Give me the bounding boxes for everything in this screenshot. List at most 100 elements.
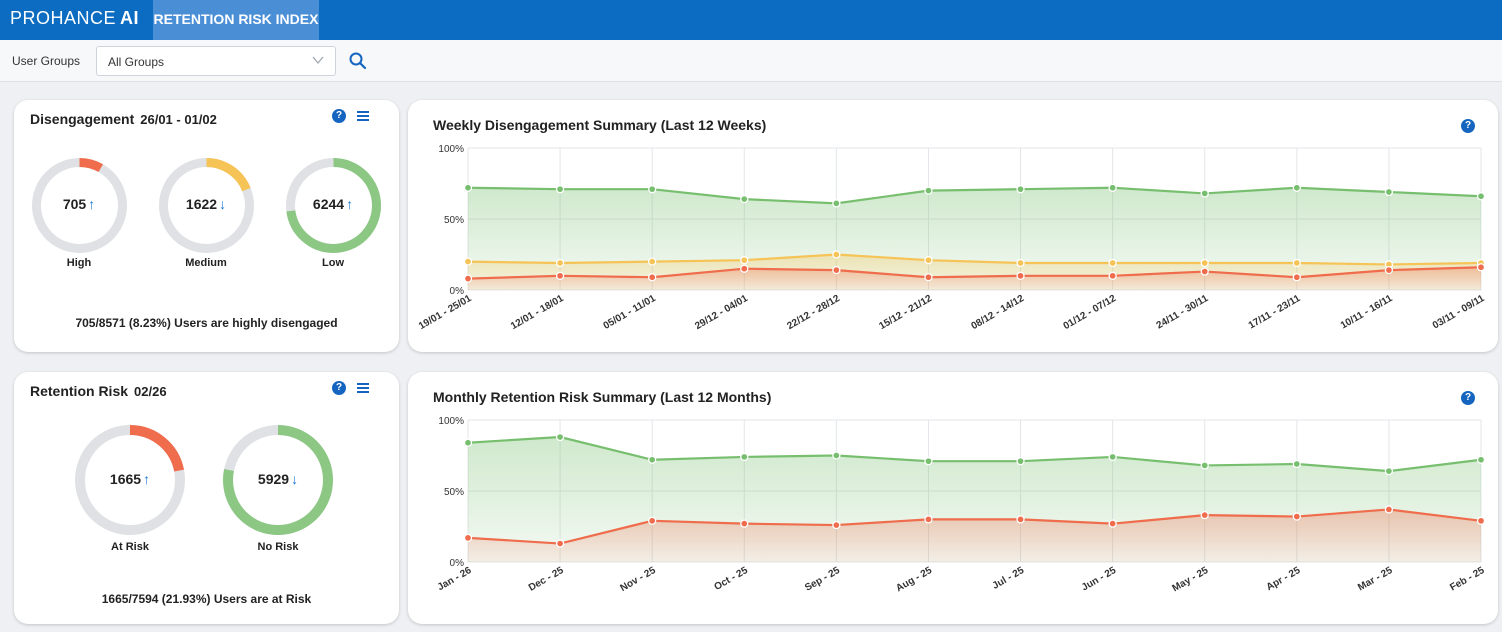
x-tick-label: Apr - 25 <box>1265 565 1303 593</box>
data-point[interactable] <box>1476 263 1486 272</box>
user-groups-label: User Groups <box>12 54 81 68</box>
data-point[interactable] <box>1292 459 1301 469</box>
data-point[interactable] <box>924 515 933 524</box>
data-point[interactable] <box>1108 452 1117 462</box>
data-point[interactable] <box>1292 512 1301 521</box>
data-point[interactable] <box>648 516 657 525</box>
tab-retention-risk-index[interactable]: RETENTION RISK INDEX <box>153 0 319 40</box>
help-icon[interactable]: ? <box>332 109 346 123</box>
help-icon[interactable]: ? <box>332 381 346 395</box>
data-point[interactable] <box>463 274 473 283</box>
donut-at-risk[interactable]: 1665 ↑ At Risk <box>75 425 185 565</box>
data-point[interactable] <box>1292 183 1301 192</box>
donut-arc <box>75 425 185 535</box>
data-point[interactable] <box>555 271 565 280</box>
data-point[interactable] <box>740 264 749 273</box>
disengagement-title: Disengagement 26/01 - 01/02 <box>30 111 217 127</box>
data-point[interactable] <box>555 539 565 548</box>
y-tick-label: 50% <box>444 487 464 498</box>
donut-medium[interactable]: 1622 ↓ Medium <box>158 157 254 283</box>
data-point[interactable] <box>1016 258 1025 268</box>
arrow-up-icon: ↑ <box>346 196 354 212</box>
data-point[interactable] <box>740 256 749 265</box>
x-tick-label: 22/12 - 28/12 <box>785 293 842 332</box>
help-icon[interactable]: ? <box>1461 119 1475 133</box>
disengagement-summary: 705/8571 (8.23%) Users are highly diseng… <box>75 316 338 330</box>
x-tick-label: 08/12 - 14/12 <box>970 293 1027 332</box>
data-point[interactable] <box>740 452 749 462</box>
data-point[interactable] <box>1200 189 1209 198</box>
x-tick-label: Jan - 26 <box>436 565 474 593</box>
data-point[interactable] <box>463 533 473 543</box>
data-point[interactable] <box>924 256 933 265</box>
donut-value: 5929 ↓ <box>257 471 299 487</box>
data-point[interactable] <box>1200 267 1209 276</box>
x-tick-label: Jul - 25 <box>991 565 1027 592</box>
logo[interactable]: PROHANCE AI <box>10 8 139 29</box>
data-point[interactable] <box>1200 258 1209 268</box>
data-point[interactable] <box>1384 265 1394 275</box>
help-icon[interactable]: ? <box>1461 391 1475 405</box>
y-tick-label: 50% <box>444 215 464 226</box>
data-point[interactable] <box>740 194 749 204</box>
data-point[interactable] <box>832 199 841 208</box>
data-point[interactable] <box>555 258 565 268</box>
data-point[interactable] <box>648 273 657 282</box>
data-point[interactable] <box>1016 457 1025 466</box>
data-point[interactable] <box>1476 516 1486 525</box>
retention-risk-card: Retention Risk 02/26 ? 1665 ↑ At Risk 5929 ↓ N… <box>14 372 399 624</box>
data-point[interactable] <box>1108 183 1117 192</box>
data-point[interactable] <box>463 438 473 447</box>
menu-icon[interactable] <box>357 383 369 393</box>
series-line-low <box>467 186 1482 205</box>
data-point[interactable] <box>555 432 565 442</box>
donut-value: 1665 ↑ <box>109 471 151 487</box>
data-point[interactable] <box>924 457 933 466</box>
arrow-down-icon: ↓ <box>219 196 227 212</box>
data-point[interactable] <box>648 257 657 266</box>
data-point[interactable] <box>1384 466 1394 476</box>
filter-bar: User Groups All Groups <box>0 40 1502 82</box>
data-point[interactable] <box>740 519 749 528</box>
donut-low[interactable]: 6244 ↑ Low <box>285 157 381 283</box>
data-point[interactable] <box>1108 271 1117 280</box>
data-point[interactable] <box>1476 192 1486 201</box>
data-point[interactable] <box>1016 185 1025 194</box>
data-point[interactable] <box>555 185 565 194</box>
data-point[interactable] <box>1108 519 1117 528</box>
data-point[interactable] <box>1384 505 1394 514</box>
x-tick-label: Nov - 25 <box>618 565 658 594</box>
data-point[interactable] <box>463 257 473 266</box>
data-point[interactable] <box>832 265 841 275</box>
data-point[interactable] <box>1200 461 1209 470</box>
x-tick-label: Sep - 25 <box>803 565 842 594</box>
data-point[interactable] <box>1476 455 1486 464</box>
donut-high[interactable]: 705 ↑ High <box>31 157 127 283</box>
user-groups-select[interactable]: All Groups <box>96 46 336 76</box>
data-point[interactable] <box>1016 515 1025 524</box>
y-tick-label: 0% <box>450 286 465 297</box>
x-tick-label: 15/12 - 21/12 <box>877 293 934 332</box>
data-point[interactable] <box>924 186 933 195</box>
data-point[interactable] <box>1200 510 1209 520</box>
donut-no-risk[interactable]: 5929 ↓ No Risk <box>223 425 333 565</box>
x-tick-label: 29/12 - 04/01 <box>693 293 750 332</box>
data-point[interactable] <box>832 520 841 530</box>
data-point[interactable] <box>648 185 657 194</box>
data-point[interactable] <box>832 451 841 460</box>
chevron-down-icon <box>312 56 324 64</box>
series-line-no_risk <box>467 435 1482 473</box>
data-point[interactable] <box>832 250 841 259</box>
data-point[interactable] <box>648 455 657 464</box>
logo-text: PROHANCE <box>10 8 117 28</box>
retention-risk-period: 02/26 <box>134 384 167 399</box>
data-point[interactable] <box>1384 187 1394 197</box>
search-icon[interactable] <box>348 51 368 71</box>
menu-icon[interactable] <box>357 111 369 121</box>
data-point[interactable] <box>1292 273 1301 282</box>
data-point[interactable] <box>1016 271 1025 280</box>
data-point[interactable] <box>1108 258 1117 268</box>
data-point[interactable] <box>463 183 473 192</box>
data-point[interactable] <box>1292 258 1301 268</box>
data-point[interactable] <box>924 273 933 282</box>
